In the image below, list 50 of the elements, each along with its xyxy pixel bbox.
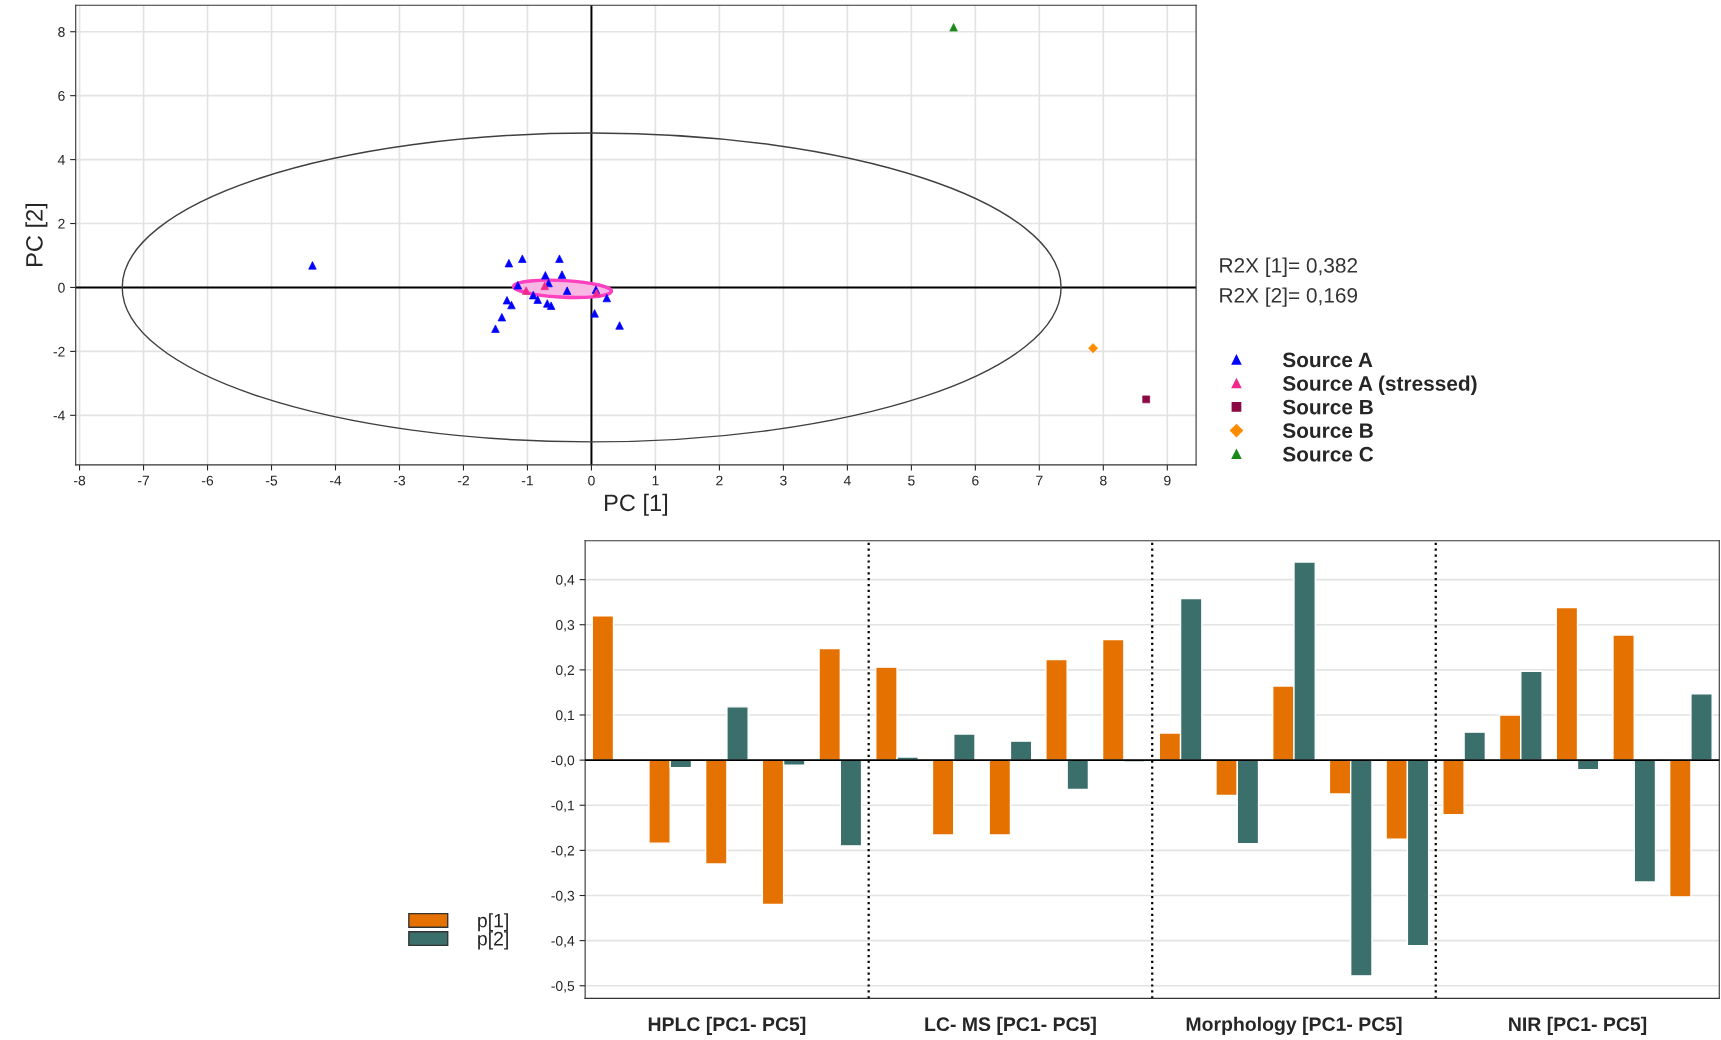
y-tick-label: -2	[53, 346, 65, 357]
y-tick-label: -4	[53, 410, 65, 421]
x-tick-label: 8	[1100, 475, 1107, 486]
x-tick-label: -4	[329, 475, 342, 486]
x-tick-label: -3	[393, 475, 406, 486]
legend-label: Source A	[1282, 352, 1373, 368]
y-tick-label: -0,1	[551, 800, 575, 813]
text: R2X [2]= 0,169	[1220, 287, 1358, 307]
x-tick-label: 7	[1036, 475, 1043, 486]
y-tick-label: 0,3	[555, 620, 575, 632]
x-tick-label: -8	[74, 475, 86, 486]
y-axis-title: PC [2]	[25, 203, 48, 266]
legend-label: p[2]	[478, 931, 508, 950]
legend-label: Source B	[1282, 399, 1373, 415]
x-tick-label: 2	[716, 475, 723, 486]
x-tick-label: 1	[652, 475, 659, 486]
y-tick-label: -0,3	[551, 890, 575, 903]
text: Morphology [PC1- PC5]	[1186, 1016, 1402, 1035]
y-tick-label: 2	[58, 218, 65, 229]
legend-label: Source C	[1282, 446, 1374, 462]
x-axis-title: PC [1]	[605, 493, 668, 516]
x-tick-label: -5	[265, 475, 278, 486]
x-tick-label: 3	[780, 475, 787, 486]
x-tick-label: 4	[843, 475, 851, 486]
x-tick-label: 0	[588, 475, 595, 486]
y-tick-label: -0,2	[551, 845, 575, 858]
y-tick-label: 0,2	[555, 665, 575, 677]
legend-label: Source B	[1282, 423, 1373, 439]
text: HPLC [PC1- PC5]	[648, 1016, 806, 1035]
x-tick-label: -1	[521, 475, 533, 486]
x-tick-label: -7	[137, 475, 150, 486]
x-tick-label: -2	[457, 475, 469, 486]
x-tick-label: 9	[1164, 475, 1171, 486]
y-tick-label: 0,1	[555, 710, 575, 722]
y-tick-label: 0	[58, 282, 65, 293]
x-tick-label: -6	[201, 475, 214, 486]
y-tick-label: -0,0	[551, 755, 575, 767]
y-tick-label: 8	[58, 27, 65, 37]
x-tick-label: 5	[908, 475, 915, 486]
x-tick-label: 6	[972, 475, 979, 486]
legend-label: p[1]	[478, 913, 508, 932]
y-tick-label: 0,4	[555, 574, 575, 587]
y-tick-label: 6	[58, 91, 65, 101]
legend-label: Source A (stressed)	[1282, 375, 1477, 395]
y-tick-label: -0,5	[551, 981, 575, 993]
text: LC- MS [PC1- PC5]	[925, 1016, 1096, 1035]
y-tick-label: -0,4	[551, 935, 575, 948]
text: R2X [1]= 0,382	[1220, 257, 1358, 277]
text: NIR [PC1- PC5]	[1509, 1016, 1647, 1035]
y-tick-label: 4	[57, 155, 65, 165]
